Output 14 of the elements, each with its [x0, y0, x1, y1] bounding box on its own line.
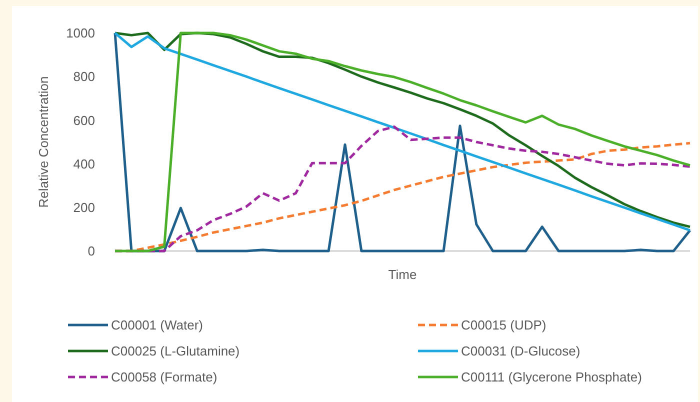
y-tick-label: 600	[73, 112, 95, 128]
x-axis-title: Time	[388, 267, 417, 282]
y-tick-label: 0	[88, 244, 95, 259]
y-tick-label: 200	[73, 200, 95, 215]
y-tick-label: 800	[73, 69, 95, 84]
legend-label: C00015 (UDP)	[461, 318, 546, 333]
y-tick-label: 400	[73, 156, 95, 172]
legend-label: C00025 (L-Glutamine)	[111, 344, 240, 359]
legend-label: C00111 (Glycerone Phosphate)	[461, 370, 642, 385]
legend-label: C00031 (D-Glucose)	[461, 344, 580, 359]
legend-label: C00058 (Formate)	[111, 370, 218, 385]
y-axis-title: Relative Concentration	[36, 76, 51, 208]
y-tick-label: 1000	[66, 26, 95, 41]
legend-label: C00001 (Water)	[111, 318, 203, 333]
